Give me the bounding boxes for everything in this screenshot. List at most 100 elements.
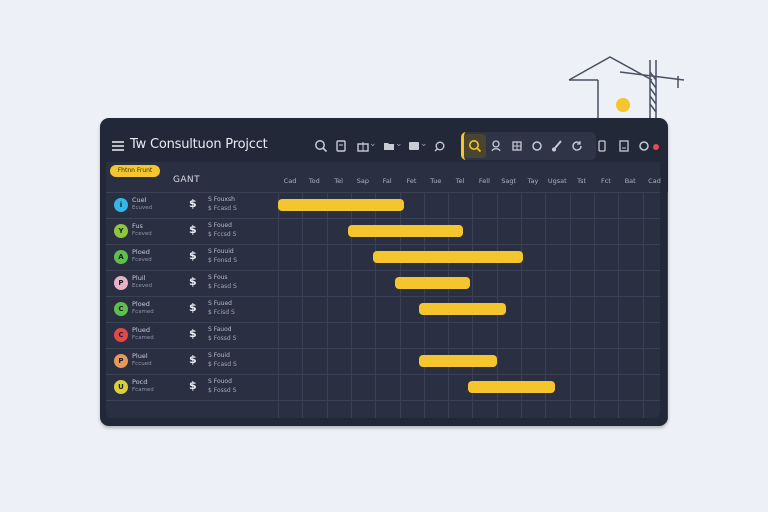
task-status: Fcamed <box>132 387 154 393</box>
user-search-icon[interactable] <box>489 138 505 154</box>
cost-line-2: $ Fcasd S <box>208 361 237 368</box>
search-icon[interactable] <box>313 138 329 154</box>
grid-column-line <box>375 192 377 418</box>
task-row[interactable]: Y Fus Fceved $ S Foued $ Fccsd S <box>106 218 276 244</box>
window-icon[interactable] <box>406 136 428 154</box>
task-status: Fceved <box>132 257 152 263</box>
avatar: U <box>114 380 128 394</box>
folder-icon[interactable] <box>381 136 403 154</box>
task-row[interactable]: C Ploed Fcamed $ S Fuued $ Fcisd S <box>106 296 276 322</box>
app-window: Tw Consultuon Projcct <box>100 118 668 426</box>
toolbar: Tw Consultuon Projcct <box>106 126 660 166</box>
cost-line-1: S Fauod <box>208 326 232 333</box>
cost-icon: $ <box>189 327 197 340</box>
day-label: Tel <box>455 177 465 185</box>
cost-line-2: $ Fcasd S <box>208 205 237 212</box>
day-label: Fell <box>478 177 490 185</box>
avatar: Y <box>114 224 128 238</box>
cost-line-2: $ Fccsd S <box>208 231 237 238</box>
cost-icon: $ <box>189 353 197 366</box>
link-icon[interactable] <box>432 138 448 154</box>
clipboard-icon[interactable] <box>333 138 349 154</box>
notification-icon[interactable] <box>636 138 652 154</box>
avatar: C <box>114 328 128 342</box>
refresh-icon[interactable] <box>569 138 585 154</box>
task-name: Pluel <box>132 352 148 360</box>
grid-row-line <box>106 322 660 323</box>
cost-icon: $ <box>189 301 197 314</box>
gantt-bar[interactable] <box>418 355 497 367</box>
task-row[interactable]: C Plued Fcamed $ S Fauod $ Fossd S <box>106 322 276 348</box>
day-label: Tst <box>577 177 587 185</box>
gift-icon[interactable] <box>355 136 377 154</box>
grid-column-line <box>278 192 279 418</box>
cost-icon: $ <box>189 249 197 262</box>
gantt-bar[interactable] <box>467 381 555 393</box>
grid-row-line <box>106 374 660 375</box>
cost-line-1: S Fouod <box>208 378 232 385</box>
grid-row-line <box>106 296 660 297</box>
task-status: Fccued <box>132 361 152 367</box>
day-label: Fal <box>382 177 392 185</box>
cost-line-2: $ Fonsd S <box>208 257 238 264</box>
grid-column-line <box>545 192 547 418</box>
task-row[interactable]: i Cuel Ecuved $ S Fouxsh $ Fcasd S <box>106 192 276 218</box>
circle-icon[interactable] <box>529 138 545 154</box>
gantt-bar[interactable] <box>418 303 507 315</box>
cost-line-1: S Fous <box>208 274 228 281</box>
task-name: Pocd <box>132 378 148 386</box>
cost-line-1: S Fouxsh <box>208 196 235 203</box>
task-name: Plued <box>132 326 150 334</box>
task-status: Fcamed <box>132 335 154 341</box>
grid-column-line <box>593 192 595 418</box>
brush-icon[interactable] <box>549 138 565 154</box>
gantt-bar[interactable] <box>278 199 405 211</box>
cost-line-2: $ Fossd S <box>208 387 237 394</box>
hamburger-icon[interactable] <box>112 140 124 152</box>
task-row[interactable]: P Pluil Eceved $ S Fous $ Fcasd S <box>106 270 276 296</box>
search-icon[interactable] <box>467 138 483 154</box>
grid-column-line <box>642 192 644 418</box>
house-crane-illustration <box>568 56 685 118</box>
task-status: Fceved <box>132 231 152 237</box>
gantt-bar[interactable] <box>348 225 463 237</box>
task-name: Fus <box>132 222 143 230</box>
grid-row-line <box>106 244 660 245</box>
filter-button[interactable]: Fhtnn Frunt <box>110 165 160 177</box>
grid-column-line <box>326 192 328 418</box>
gantt-bar[interactable] <box>372 251 524 263</box>
avatar: A <box>114 250 128 264</box>
day-label: Cad <box>648 177 661 185</box>
avatar: C <box>114 302 128 316</box>
grid-row-line <box>106 218 660 219</box>
day-label: Fct <box>600 177 611 185</box>
grid-icon[interactable] <box>509 138 525 154</box>
gantt-title: GANT <box>173 175 200 185</box>
download-icon[interactable] <box>616 138 632 154</box>
day-label: Tay <box>527 177 539 185</box>
task-status: Fcamed <box>132 309 154 315</box>
day-label: Sap <box>356 177 370 185</box>
grid-column-line <box>666 192 668 418</box>
grid-column-line <box>399 192 401 418</box>
grid-column-line <box>569 192 571 418</box>
phone-icon[interactable] <box>594 138 610 154</box>
cost-line-2: $ Fcasd S <box>208 283 237 290</box>
cost-line-2: $ Fcisd S <box>208 309 235 316</box>
grid-row-line <box>106 192 660 193</box>
task-row[interactable]: U Pocd Fcamed $ S Fouod $ Fossd S <box>106 374 276 400</box>
task-status: Eceved <box>132 283 153 289</box>
project-title: Tw Consultuon Projcct <box>130 137 268 152</box>
day-label: Sagt <box>501 177 517 185</box>
task-row[interactable]: P Pluel Fccued $ S Fouid $ Fcasd S <box>106 348 276 374</box>
gantt-bar[interactable] <box>394 277 470 289</box>
cost-icon: $ <box>189 197 197 210</box>
task-row[interactable]: A Ploed Fceved $ S Fouuid $ Fonsd S <box>106 244 276 270</box>
cost-line-1: S Foued <box>208 222 232 229</box>
day-label: Fet <box>406 177 417 185</box>
day-label: Bat <box>624 177 636 185</box>
grid-column-line <box>521 192 522 418</box>
task-name: Ploed <box>132 248 150 256</box>
day-label: Cad <box>283 177 297 185</box>
avatar: P <box>114 354 128 368</box>
